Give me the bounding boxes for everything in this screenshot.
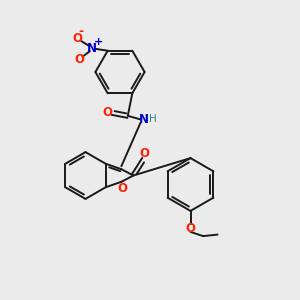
Text: O: O	[140, 147, 149, 160]
Text: O: O	[102, 106, 112, 119]
Text: N: N	[87, 42, 97, 55]
Text: O: O	[118, 182, 128, 195]
Text: O: O	[73, 32, 83, 45]
Text: H: H	[149, 114, 157, 124]
Text: -: -	[78, 25, 83, 38]
Text: O: O	[185, 222, 196, 236]
Text: +: +	[94, 37, 103, 47]
Text: O: O	[74, 53, 85, 66]
Text: N: N	[138, 113, 148, 126]
